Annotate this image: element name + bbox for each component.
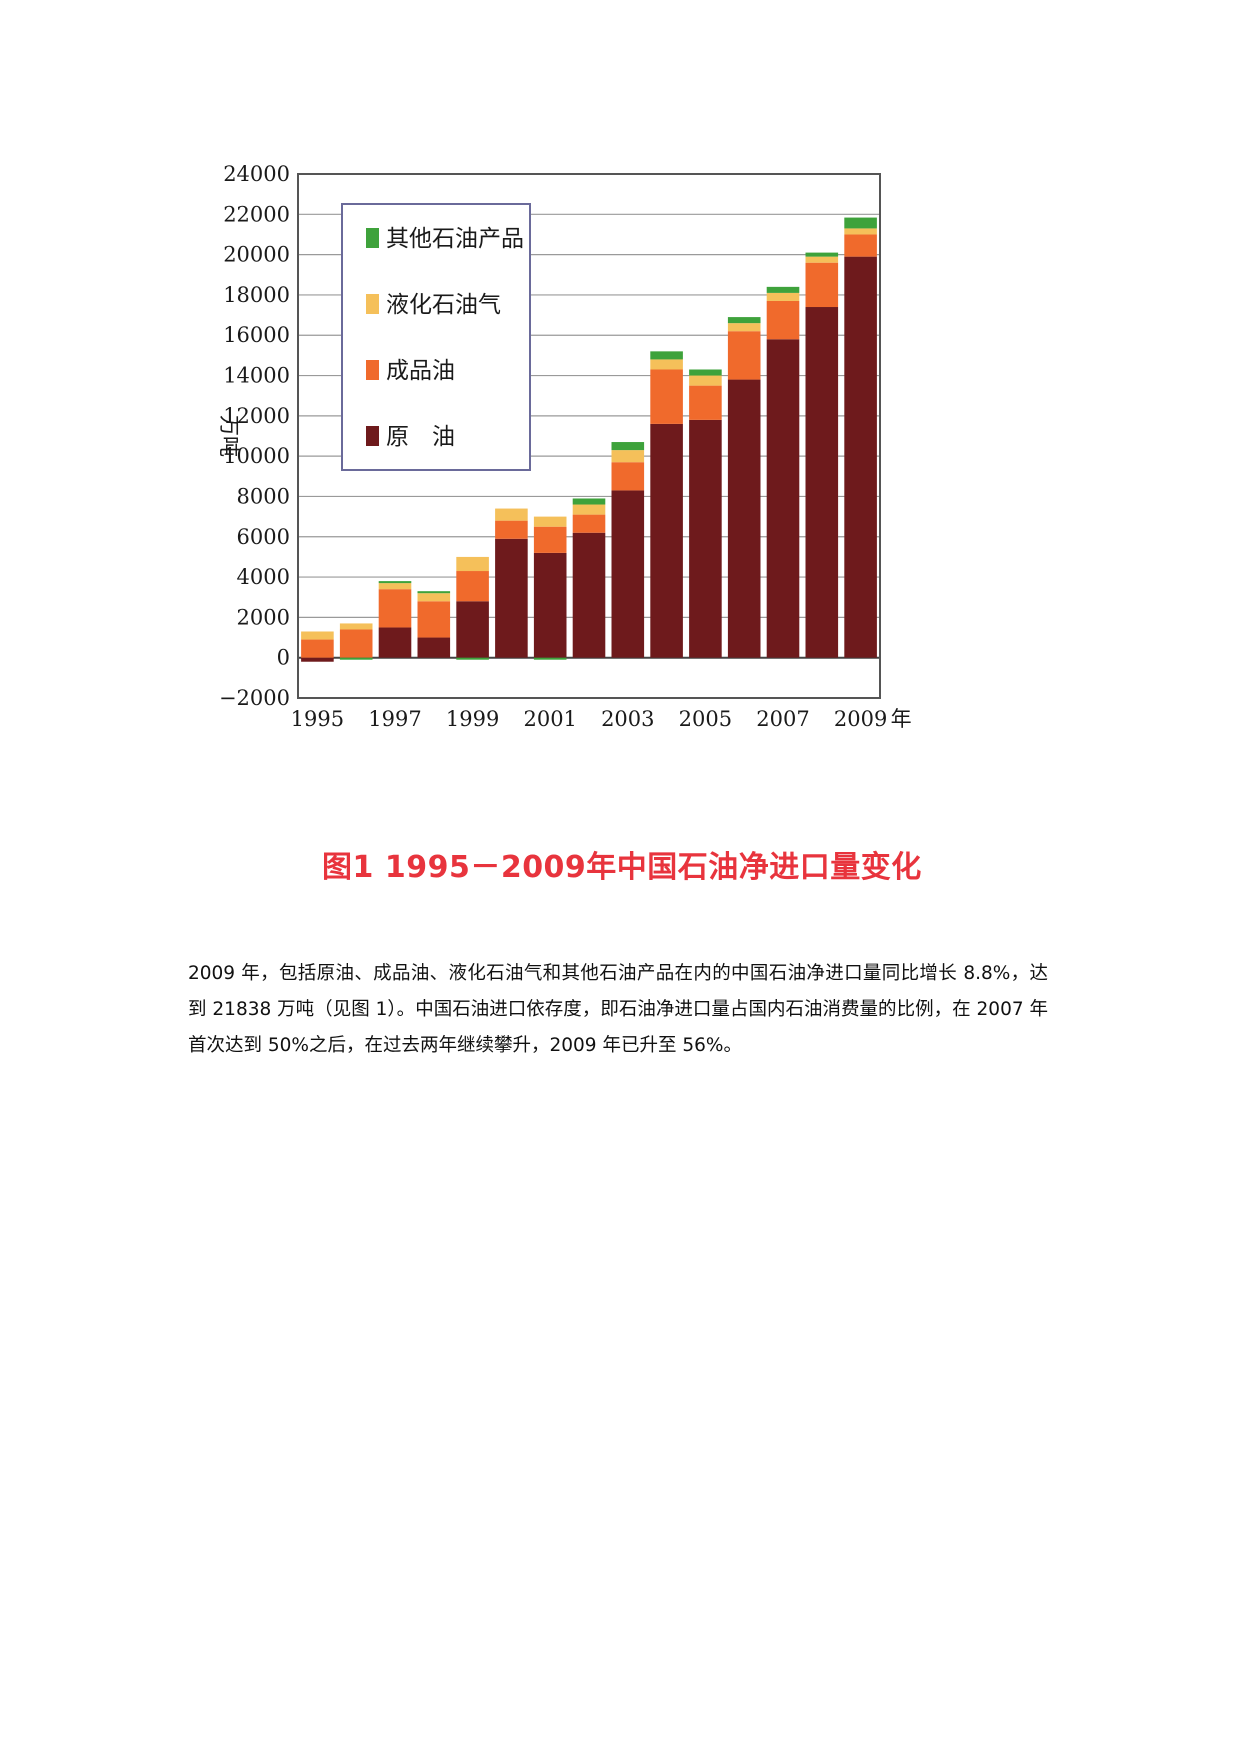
x-tick-label: 1999	[446, 707, 499, 731]
legend-swatch	[366, 294, 379, 314]
bar-segment	[727, 323, 761, 332]
x-tick-label: 1997	[368, 707, 421, 731]
bar-segment	[378, 627, 412, 658]
bar-segment	[339, 657, 373, 660]
bar-segment	[611, 490, 645, 658]
bar-segment	[844, 228, 877, 235]
bar-segment	[456, 556, 489, 572]
bar-segment	[572, 514, 606, 533]
bar-segment	[805, 256, 839, 263]
legend-swatch	[366, 426, 379, 446]
bar-segment	[727, 379, 761, 658]
bar-segment	[766, 286, 800, 293]
y-tick-label: 24000	[223, 162, 290, 186]
bar-segment	[650, 351, 683, 360]
y-tick-label: 4000	[237, 565, 290, 589]
bar-segment	[378, 583, 412, 590]
y-tick-label: 2000	[237, 605, 290, 629]
bar-segment	[456, 601, 489, 658]
bar-segment	[805, 307, 839, 658]
stacked-bar-chart: −2000 0 2000 4000 6000 8000 10000 12000 14000 160…	[217, 162, 912, 731]
y-tick-label: 16000	[223, 323, 290, 347]
x-tick-label: 2003	[601, 707, 654, 731]
bar-segment	[650, 359, 683, 370]
x-axis-unit: 年	[891, 707, 912, 731]
bar-segment	[689, 375, 722, 386]
x-tick-label: 1995	[291, 707, 344, 731]
bar-segment	[611, 450, 645, 463]
x-tick-label: 2005	[679, 707, 732, 731]
bar-segment	[727, 317, 761, 324]
y-tick-label: 6000	[237, 525, 290, 549]
body-paragraph: 2009 年，包括原油、成品油、液化石油气和其他石油产品在内的中国石油净进口量同…	[188, 963, 1048, 1056]
bar-segment	[650, 423, 683, 658]
bar-segment	[611, 442, 645, 451]
bar-segment	[533, 516, 567, 527]
bar-segment	[301, 639, 334, 658]
bar-segment	[844, 256, 877, 658]
bar-segment	[533, 657, 567, 660]
bar-segment	[417, 601, 451, 638]
legend-label: 液化石油气	[386, 292, 501, 318]
bar-segment	[766, 292, 800, 301]
y-tick-label: −2000	[219, 686, 290, 710]
y-tick-label: 0	[277, 646, 290, 670]
bar-segment	[805, 252, 839, 257]
bar-segment	[533, 526, 567, 553]
figure: −2000 0 2000 4000 6000 8000 10000 12000 14000 160…	[212, 160, 1032, 950]
bar-segment	[378, 589, 412, 628]
bar-segment	[533, 552, 567, 658]
bar-segment	[417, 591, 451, 594]
y-tick-label: 12000	[223, 404, 290, 428]
plot-frame	[297, 173, 881, 699]
bar-segment	[766, 300, 800, 340]
legend-label: 原 油	[386, 424, 455, 450]
bar-segment	[572, 532, 606, 658]
y-tick-label: 14000	[223, 364, 290, 388]
bar-segment	[572, 498, 606, 505]
bar-segment	[417, 593, 451, 602]
legend-swatch	[366, 360, 379, 380]
y-axis-label: 万吨	[217, 415, 241, 457]
bar-segment	[301, 657, 334, 662]
bar-segment	[805, 262, 839, 308]
x-tick-label: 2009	[834, 707, 887, 731]
bar-segment	[844, 234, 877, 257]
y-tick-label: 8000	[237, 484, 290, 508]
bar-segment	[301, 631, 334, 640]
legend-swatch	[366, 228, 379, 248]
bar-segment	[378, 581, 412, 584]
y-tick-label: 18000	[223, 283, 290, 307]
bar-segment	[689, 369, 722, 376]
bar-segment	[495, 520, 528, 539]
legend-label: 其他石油产品	[386, 226, 524, 252]
bar-segment	[689, 419, 722, 658]
bar-segment	[456, 657, 489, 660]
bar-segment	[495, 538, 528, 658]
bar-segment	[572, 504, 606, 515]
bar-segment	[339, 623, 373, 630]
y-tick-label: 22000	[223, 202, 290, 226]
bar-segment	[766, 339, 800, 658]
bar-segment	[689, 385, 722, 420]
y-tick-label: 20000	[223, 243, 290, 267]
legend-box	[341, 203, 531, 471]
bar-segment	[456, 571, 489, 602]
legend-label: 成品油	[386, 358, 455, 384]
bar-segment	[727, 331, 761, 380]
bar-segment	[650, 369, 683, 424]
x-tick-label: 2001	[523, 707, 576, 731]
bar-segment	[339, 629, 373, 658]
bar-segment	[417, 637, 451, 658]
y-tick-label: 10000	[223, 444, 290, 468]
figure-caption: 图1 1995－2009年中国石油净进口量变化	[322, 850, 922, 885]
bar-segment	[495, 508, 528, 521]
bar-segment	[844, 217, 877, 229]
bar-segment	[611, 462, 645, 491]
x-tick-label: 2007	[756, 707, 809, 731]
